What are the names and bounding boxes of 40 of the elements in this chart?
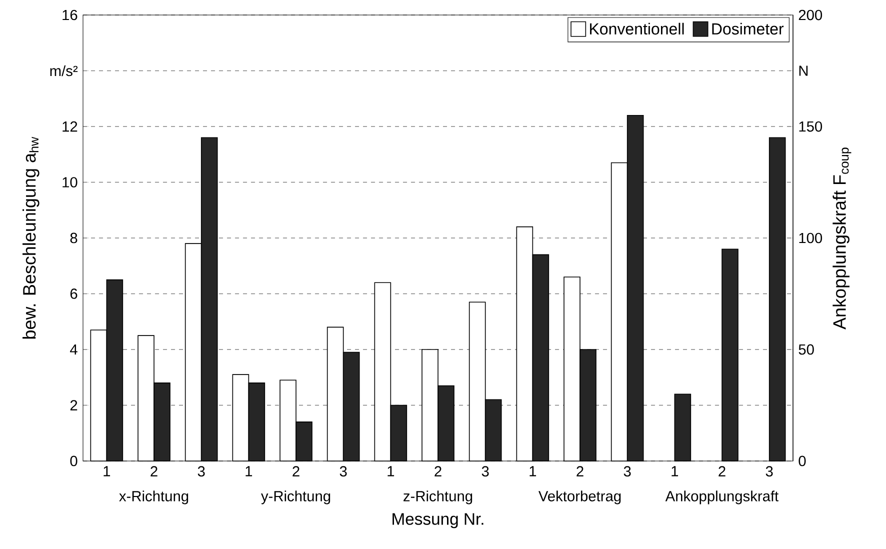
y2-tick-label: 100 <box>799 232 822 244</box>
x-tick-label: 3 <box>482 466 489 477</box>
y-axis-title: bew. Beschleunigung a$_{hw}$ <box>22 136 40 339</box>
x-tick-label: 2 <box>576 466 584 476</box>
x-tick-label: 3 <box>766 466 773 477</box>
y2-tick-label: 50 <box>798 344 814 355</box>
text: Ankopplungskraft <box>665 490 779 504</box>
y-tick-label: 6 <box>70 288 78 299</box>
x-tick-label: 1 <box>104 466 110 476</box>
x-tick-label: 1 <box>530 466 536 476</box>
text: z-Richtung <box>404 490 472 504</box>
text: Vektorbetrag <box>538 490 621 504</box>
y-tick-label: 16 <box>62 10 78 20</box>
text: x-Richtung <box>119 490 188 504</box>
x-tick-label: 1 <box>388 466 394 476</box>
x-tick-label: 1 <box>672 466 678 476</box>
y-tick-label: 2 <box>70 400 78 410</box>
x-axis-title: Messung Nr. <box>392 513 484 528</box>
legend-label: Konventionell <box>590 22 684 35</box>
x-tick-label: 2 <box>150 466 158 476</box>
y2-axis-title: Ankopplungskraft F$_{coup}$ <box>832 148 852 330</box>
x-tick-label: 3 <box>624 466 631 477</box>
y-tick-label: 12 <box>62 121 78 132</box>
y-tick-label: m/s² <box>50 65 78 76</box>
x-tick-label: 2 <box>434 466 442 476</box>
text: y-Richtung <box>260 490 330 504</box>
y-tick-label: 0 <box>70 456 78 466</box>
x-tick-label: 2 <box>718 466 726 476</box>
x-tick-label: 3 <box>340 466 347 477</box>
x-tick-label: 2 <box>292 466 300 476</box>
y2-tick-label: 0 <box>798 456 806 466</box>
y2-tick-label: 200 <box>798 10 822 20</box>
x-tick-label: 1 <box>246 466 252 476</box>
x-tick-label: 3 <box>198 466 205 477</box>
y-tick-label: 8 <box>70 232 78 244</box>
y-tick-label: 10 <box>62 177 78 188</box>
y2-tick-label: N <box>799 66 808 76</box>
legend-label: Dosimeter <box>712 22 784 35</box>
y-tick-label: 4 <box>70 344 78 355</box>
y2-tick-label: 150 <box>799 121 822 132</box>
